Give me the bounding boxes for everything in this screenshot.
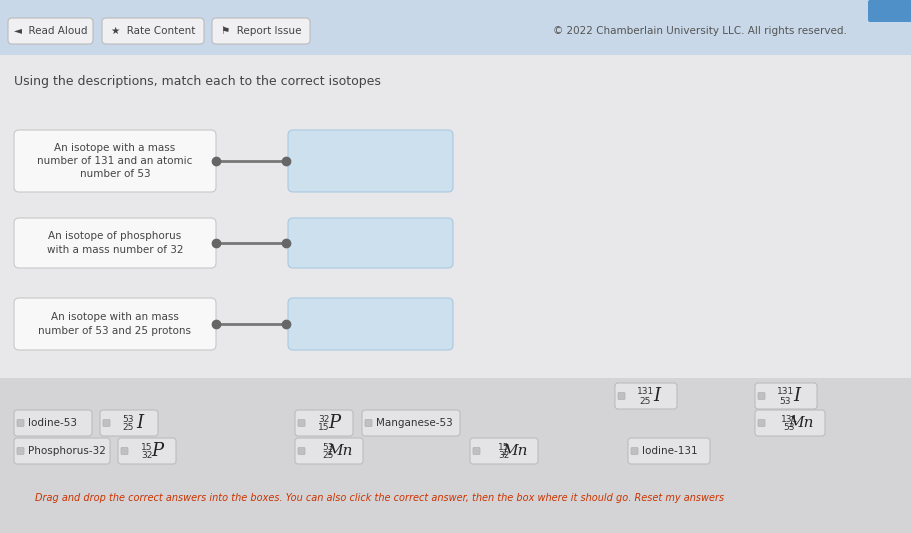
FancyBboxPatch shape [102, 18, 204, 44]
Text: P: P [151, 442, 163, 460]
Text: 25: 25 [322, 451, 333, 461]
Text: Mn: Mn [501, 444, 527, 458]
Text: I: I [136, 414, 143, 432]
Text: 15: 15 [317, 424, 329, 432]
Text: Drag and drop the correct answers into the boxes. You can also click the correct: Drag and drop the correct answers into t… [36, 493, 723, 503]
FancyBboxPatch shape [17, 448, 24, 455]
Text: Phosphorus-32: Phosphorus-32 [28, 446, 106, 456]
FancyBboxPatch shape [298, 419, 304, 426]
FancyBboxPatch shape [298, 448, 304, 455]
Text: 32: 32 [317, 415, 329, 424]
Text: ★  Rate Content: ★ Rate Content [111, 26, 195, 36]
Text: Iodine-53: Iodine-53 [28, 418, 77, 428]
FancyBboxPatch shape [754, 410, 824, 436]
FancyBboxPatch shape [614, 383, 676, 409]
FancyBboxPatch shape [14, 218, 216, 268]
FancyBboxPatch shape [754, 383, 816, 409]
Text: An isotope with an mass
number of 53 and 25 protons: An isotope with an mass number of 53 and… [38, 312, 191, 336]
Text: 32: 32 [497, 451, 508, 461]
FancyBboxPatch shape [14, 130, 216, 192]
Text: 53: 53 [322, 442, 334, 451]
FancyBboxPatch shape [118, 438, 176, 464]
FancyBboxPatch shape [628, 438, 710, 464]
Text: I: I [652, 387, 660, 405]
FancyBboxPatch shape [473, 448, 479, 455]
Text: Iodine-131: Iodine-131 [641, 446, 697, 456]
FancyBboxPatch shape [0, 0, 911, 55]
Text: P: P [328, 414, 340, 432]
Text: Manganese-53: Manganese-53 [375, 418, 452, 428]
FancyBboxPatch shape [757, 419, 764, 426]
FancyBboxPatch shape [14, 438, 110, 464]
Text: 25: 25 [123, 424, 134, 432]
FancyBboxPatch shape [0, 378, 911, 533]
FancyBboxPatch shape [288, 130, 453, 192]
Text: Mn: Mn [326, 444, 352, 458]
FancyBboxPatch shape [8, 18, 93, 44]
FancyBboxPatch shape [17, 419, 24, 426]
Text: 53: 53 [779, 397, 791, 406]
FancyBboxPatch shape [867, 0, 911, 22]
FancyBboxPatch shape [294, 438, 363, 464]
FancyBboxPatch shape [362, 410, 459, 436]
FancyBboxPatch shape [618, 392, 624, 400]
Text: 32: 32 [140, 451, 152, 461]
FancyBboxPatch shape [121, 448, 128, 455]
FancyBboxPatch shape [14, 298, 216, 350]
Text: 131: 131 [780, 415, 797, 424]
Text: Mn: Mn [787, 416, 813, 430]
FancyBboxPatch shape [100, 410, 158, 436]
FancyBboxPatch shape [469, 438, 537, 464]
FancyBboxPatch shape [294, 410, 353, 436]
Text: I: I [792, 387, 799, 405]
Text: Using the descriptions, match each to the correct isotopes: Using the descriptions, match each to th… [14, 76, 381, 88]
Text: 53: 53 [783, 424, 794, 432]
Text: ⚑  Report Issue: ⚑ Report Issue [220, 26, 301, 36]
FancyBboxPatch shape [288, 218, 453, 268]
Text: 131: 131 [636, 387, 653, 397]
Text: 53: 53 [123, 415, 134, 424]
Text: © 2022 Chamberlain University LLC. All rights reserved.: © 2022 Chamberlain University LLC. All r… [552, 26, 846, 36]
FancyBboxPatch shape [211, 18, 310, 44]
FancyBboxPatch shape [288, 298, 453, 350]
Text: 15: 15 [140, 442, 152, 451]
Text: An isotope of phosphorus
with a mass number of 32: An isotope of phosphorus with a mass num… [46, 231, 183, 255]
Text: ◄  Read Aloud: ◄ Read Aloud [14, 26, 87, 36]
Text: 131: 131 [776, 387, 793, 397]
Text: 25: 25 [640, 397, 650, 406]
FancyBboxPatch shape [0, 55, 911, 378]
FancyBboxPatch shape [630, 448, 638, 455]
FancyBboxPatch shape [103, 419, 110, 426]
FancyBboxPatch shape [14, 410, 92, 436]
FancyBboxPatch shape [364, 419, 372, 426]
Text: 15: 15 [497, 442, 508, 451]
FancyBboxPatch shape [757, 392, 764, 400]
Text: An isotope with a mass
number of 131 and an atomic
number of 53: An isotope with a mass number of 131 and… [37, 143, 192, 179]
